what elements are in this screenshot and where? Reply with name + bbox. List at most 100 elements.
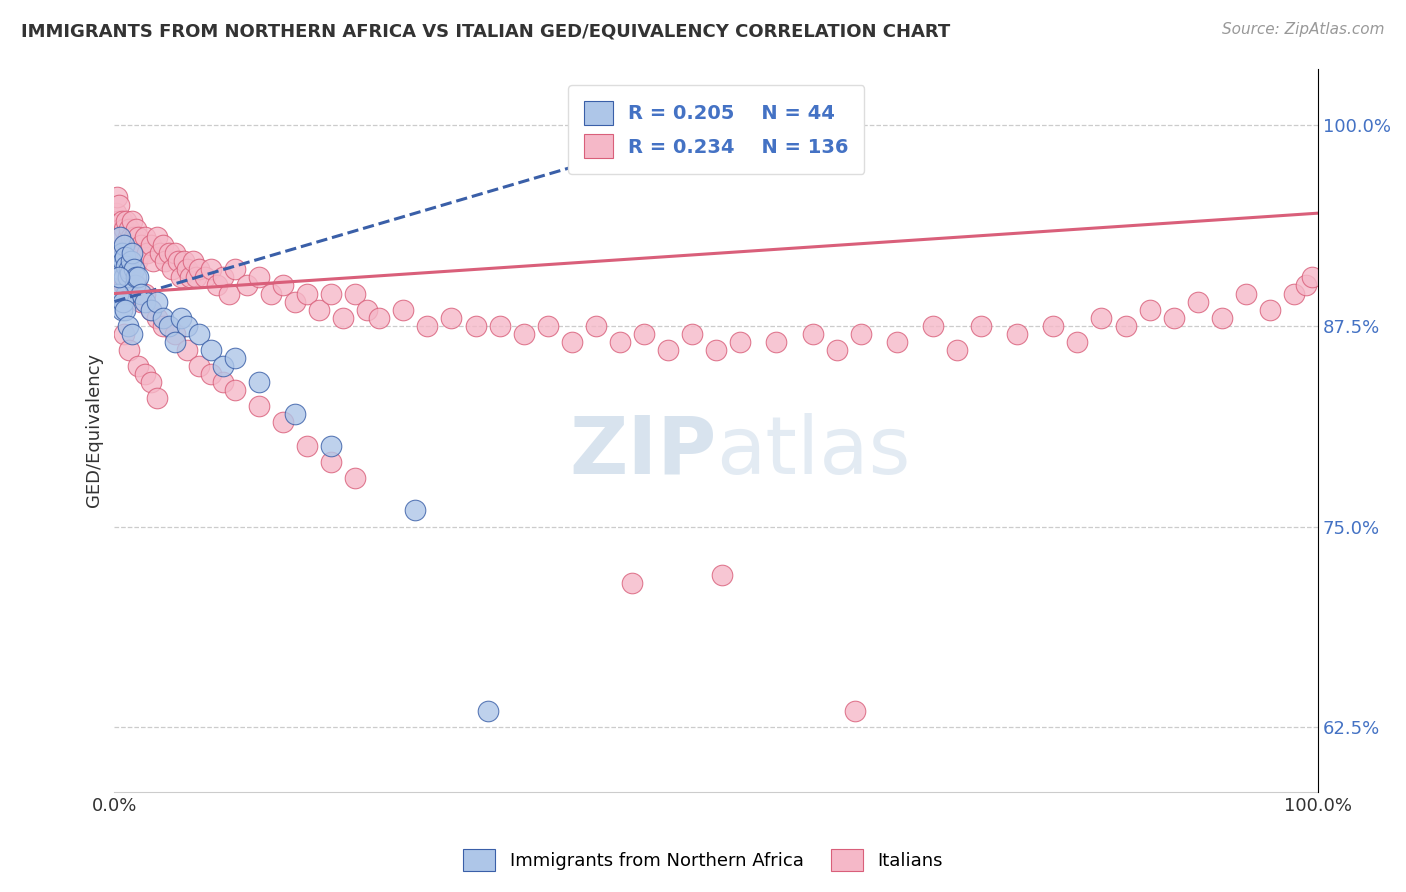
Point xyxy=(160,262,183,277)
Point xyxy=(1090,310,1112,325)
Point xyxy=(1295,278,1317,293)
Point xyxy=(609,334,631,349)
Point xyxy=(247,270,270,285)
Point xyxy=(107,254,129,268)
Point xyxy=(308,302,330,317)
Point xyxy=(114,250,136,264)
Point xyxy=(211,270,233,285)
Point xyxy=(134,294,156,309)
Point xyxy=(117,318,139,333)
Point xyxy=(107,214,129,228)
Legend: Immigrants from Northern Africa, Italians: Immigrants from Northern Africa, Italian… xyxy=(456,842,950,879)
Point xyxy=(537,318,560,333)
Point xyxy=(181,254,204,268)
Point xyxy=(121,286,143,301)
Point xyxy=(187,326,209,341)
Point xyxy=(187,262,209,277)
Point xyxy=(139,375,162,389)
Point xyxy=(247,375,270,389)
Text: atlas: atlas xyxy=(716,413,911,491)
Point xyxy=(295,286,318,301)
Point xyxy=(107,246,129,260)
Point xyxy=(186,270,208,285)
Point xyxy=(512,326,534,341)
Point xyxy=(112,326,135,341)
Point xyxy=(152,238,174,252)
Point xyxy=(825,343,848,357)
Point xyxy=(344,471,367,485)
Point xyxy=(125,278,148,293)
Point xyxy=(205,278,228,293)
Point xyxy=(121,326,143,341)
Point xyxy=(200,262,222,277)
Point xyxy=(284,407,307,421)
Point xyxy=(585,318,607,333)
Point xyxy=(104,206,127,220)
Point xyxy=(392,302,415,317)
Point xyxy=(129,286,152,301)
Point xyxy=(121,246,143,260)
Point xyxy=(121,246,143,260)
Point xyxy=(145,310,167,325)
Point xyxy=(271,278,294,293)
Point xyxy=(1187,294,1209,309)
Point xyxy=(1163,310,1185,325)
Point xyxy=(849,326,872,341)
Point xyxy=(112,222,135,236)
Point xyxy=(970,318,993,333)
Point xyxy=(169,310,191,325)
Point xyxy=(118,222,141,236)
Point xyxy=(111,294,134,309)
Point xyxy=(111,270,134,285)
Point xyxy=(145,391,167,405)
Point xyxy=(344,286,367,301)
Point xyxy=(416,318,439,333)
Point xyxy=(1115,318,1137,333)
Point xyxy=(112,238,135,252)
Point xyxy=(1258,302,1281,317)
Point xyxy=(477,704,499,718)
Point xyxy=(139,302,162,317)
Point xyxy=(200,343,222,357)
Point xyxy=(1211,310,1233,325)
Point xyxy=(127,359,149,373)
Point xyxy=(152,318,174,333)
Point xyxy=(142,254,165,268)
Point xyxy=(111,246,134,260)
Point xyxy=(120,238,142,252)
Point xyxy=(218,286,240,301)
Point xyxy=(200,367,222,381)
Point xyxy=(139,238,162,252)
Point xyxy=(176,343,198,357)
Point xyxy=(114,238,136,252)
Point xyxy=(149,246,172,260)
Point xyxy=(1139,302,1161,317)
Point xyxy=(356,302,378,317)
Point xyxy=(122,262,145,277)
Point xyxy=(111,262,134,277)
Text: Source: ZipAtlas.com: Source: ZipAtlas.com xyxy=(1222,22,1385,37)
Point xyxy=(621,575,644,590)
Point xyxy=(110,222,132,236)
Point xyxy=(1301,270,1323,285)
Point xyxy=(295,439,318,453)
Point xyxy=(110,262,132,277)
Text: ZIP: ZIP xyxy=(569,413,716,491)
Point xyxy=(135,246,157,260)
Point xyxy=(1005,326,1028,341)
Point xyxy=(179,270,201,285)
Point xyxy=(131,246,153,260)
Point xyxy=(319,286,342,301)
Y-axis label: GED/Equivalency: GED/Equivalency xyxy=(86,353,103,508)
Point xyxy=(105,238,128,252)
Point xyxy=(152,310,174,325)
Point xyxy=(163,246,186,260)
Point xyxy=(157,318,180,333)
Point xyxy=(120,266,142,280)
Point xyxy=(115,286,138,301)
Point xyxy=(139,302,162,317)
Point xyxy=(657,343,679,357)
Point xyxy=(112,254,135,268)
Legend: R = 0.205    N = 44, R = 0.234    N = 136: R = 0.205 N = 44, R = 0.234 N = 136 xyxy=(568,86,865,174)
Point xyxy=(704,343,727,357)
